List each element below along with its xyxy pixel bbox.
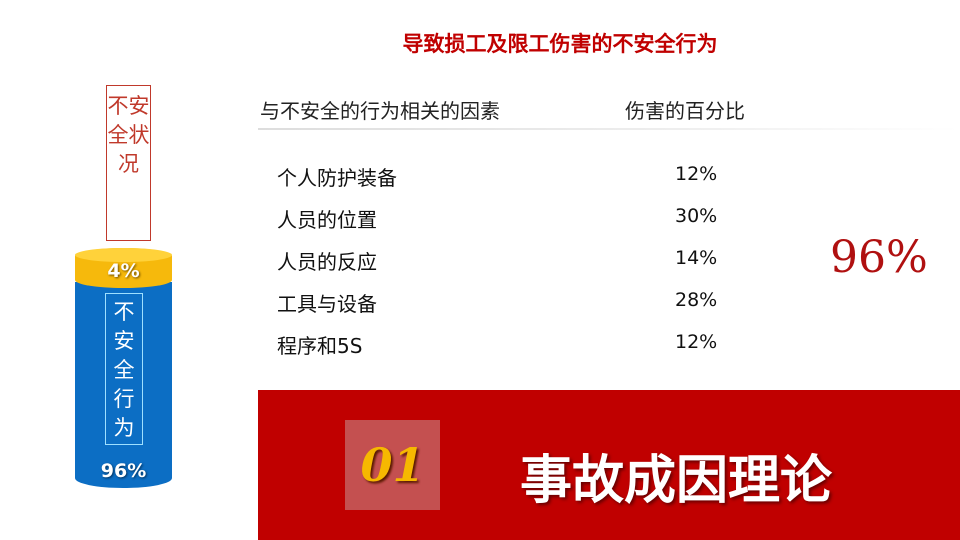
table-row-percent: 28% [675,289,718,311]
table-row-percent: 14% [675,247,718,269]
total-percent: 96% [830,232,928,283]
cylinder-condition-segment [75,248,172,288]
cylinder-behavior-segment [75,282,172,488]
table-row-factor: 程序和5S [277,334,363,358]
table-row-percent: 30% [675,205,718,227]
section-number: 01 [345,420,440,510]
header-divider [258,128,960,130]
column-header-factor: 与不安全的行为相关的因素 [260,99,500,123]
table-row-factor: 人员的位置 [277,208,377,232]
table-row-percent: 12% [675,331,718,353]
section-title: 事故成因理论 [520,451,833,511]
table-row-factor: 工具与设备 [277,292,377,316]
table-row-factor: 个人防护装备 [277,166,397,190]
column-header-percent: 伤害的百分比 [625,99,745,123]
slide-title: 导致损工及限工伤害的不安全行为 [402,32,718,56]
behavior-percent: 96% [100,460,147,482]
table-row-percent: 12% [675,163,718,185]
condition-percent: 4% [107,260,140,282]
unsafe-behavior-label: 不安全行为 [105,293,143,445]
cylinder-chart: 4% 不安全行为 96% [75,248,172,498]
unsafe-condition-label: 不安全状况 [106,85,151,241]
table-row-factor: 人员的反应 [277,250,377,274]
